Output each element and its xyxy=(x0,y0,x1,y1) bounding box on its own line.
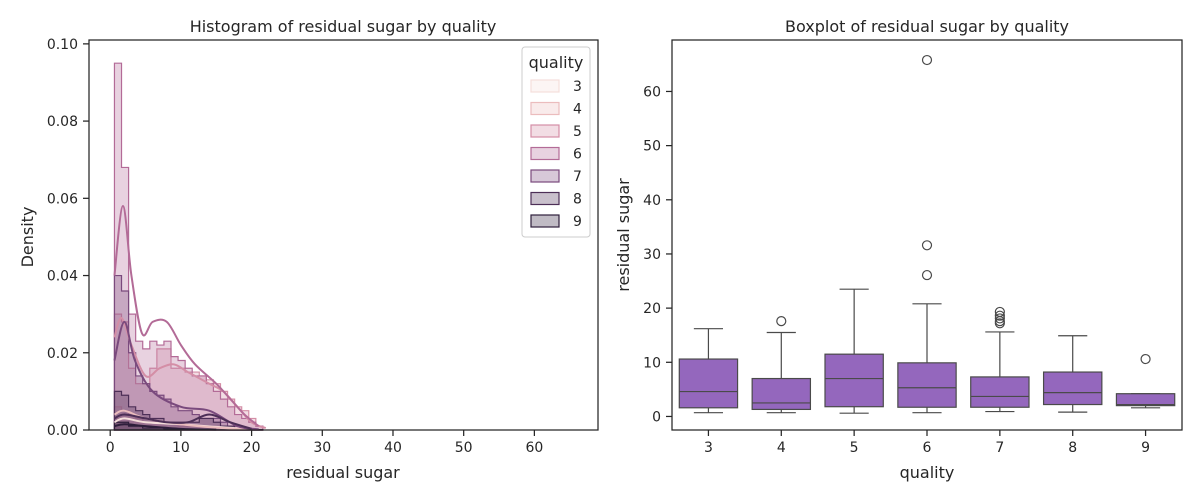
legend-label-7: 7 xyxy=(573,169,582,185)
x-tick-label: 4 xyxy=(777,440,786,456)
kde-curve-7 xyxy=(113,320,259,431)
outlier-point xyxy=(921,54,933,66)
histogram-title: Histogram of residual sugar by quality xyxy=(190,17,497,36)
histogram-series-5 xyxy=(113,313,264,431)
legend-label-8: 8 xyxy=(573,192,582,208)
y-tick-label: 0.08 xyxy=(47,114,78,130)
box-quality-4 xyxy=(751,316,812,414)
legend-swatch-8 xyxy=(530,191,560,206)
x-tick-label: 3 xyxy=(704,440,713,456)
boxplot-marks xyxy=(678,54,1176,414)
box-quality-7 xyxy=(970,306,1030,413)
x-tick-label: 5 xyxy=(850,440,859,456)
y-tick-label: 50 xyxy=(643,139,661,155)
x-tick-label: 6 xyxy=(923,440,932,456)
outlier-point xyxy=(994,313,1005,324)
legend-frame xyxy=(521,46,591,238)
box-quality-6 xyxy=(897,54,957,414)
histogram-panel: Histogram of residual sugar by quality 0… xyxy=(18,17,599,482)
x-tick-label: 40 xyxy=(384,440,402,456)
y-tick-label: 0.02 xyxy=(47,346,78,362)
y-tick-label: 0 xyxy=(652,409,661,425)
kde-curve-6 xyxy=(113,205,260,427)
kde-curve-8 xyxy=(113,413,252,430)
x-tick-label: 50 xyxy=(455,440,473,456)
x-tick-label: 20 xyxy=(243,440,261,456)
boxplot-panel: Boxplot of residual sugar by quality 3 4 5… xyxy=(614,17,1183,482)
y-tick-label: 0.04 xyxy=(47,269,78,285)
legend-swatch-6 xyxy=(530,146,560,161)
legend-label-3: 3 xyxy=(573,79,582,95)
legend-swatch-5 xyxy=(530,124,560,138)
outlier-point xyxy=(776,316,787,327)
legend-label-9: 9 xyxy=(573,214,582,230)
box-iqr xyxy=(897,362,957,408)
box-quality-8 xyxy=(1042,335,1103,413)
legend-title: quality xyxy=(529,53,584,72)
boxplot-x-axis-label: quality xyxy=(900,463,955,482)
y-tick-label: 0.06 xyxy=(47,191,78,207)
histogram-y-axis-label: Density xyxy=(18,207,37,268)
legend-swatch-4 xyxy=(530,101,560,116)
box-quality-5 xyxy=(824,288,884,414)
box-iqr xyxy=(824,353,884,408)
histogram-y-ticks: 0.00 0.02 0.04 0.06 0.08 0.10 xyxy=(47,37,89,439)
box-iqr xyxy=(1042,371,1103,406)
x-tick-label: 10 xyxy=(172,440,190,456)
y-tick-label: 60 xyxy=(643,84,661,100)
y-tick-label: 20 xyxy=(643,301,661,317)
x-tick-label: 8 xyxy=(1068,440,1077,456)
y-tick-label: 40 xyxy=(643,193,661,209)
boxplot-x-ticks: 3 4 5 6 7 8 9 xyxy=(704,430,1150,456)
boxplot-y-axis-label: residual sugar xyxy=(614,178,633,292)
x-tick-label: 7 xyxy=(995,440,1004,456)
histogram-series-6 xyxy=(113,62,264,431)
y-tick-label: 30 xyxy=(643,247,661,263)
box-iqr xyxy=(678,358,739,409)
legend-label-4: 4 xyxy=(573,102,582,118)
box-quality-9 xyxy=(1115,353,1176,409)
box-iqr xyxy=(751,377,812,411)
legend-swatch-7 xyxy=(530,169,560,183)
histogram-fills xyxy=(113,62,264,431)
box-iqr xyxy=(970,376,1030,408)
x-tick-label: 0 xyxy=(106,440,115,456)
legend-items: 3 4 5 6 7 8 9 xyxy=(530,79,582,230)
histogram-kde-curves xyxy=(113,205,267,431)
x-tick-label: 30 xyxy=(313,440,331,456)
x-tick-label: 60 xyxy=(525,440,543,456)
legend-label-6: 6 xyxy=(573,147,582,163)
histogram-x-axis-label: residual sugar xyxy=(286,463,400,482)
boxplot-title: Boxplot of residual sugar by quality xyxy=(785,17,1069,36)
outlier-point xyxy=(921,269,933,281)
outlier-point xyxy=(994,310,1005,321)
outlier-point xyxy=(921,240,933,251)
legend-label-5: 5 xyxy=(573,124,582,140)
legend-swatch-9 xyxy=(530,214,560,228)
histogram-plot-frame xyxy=(88,39,599,431)
y-tick-label: 0.00 xyxy=(47,423,78,439)
y-tick-label: 0.10 xyxy=(47,37,78,53)
boxplot-y-ticks: 0 10 20 30 40 50 60 xyxy=(643,84,672,425)
box-iqr xyxy=(1115,393,1176,407)
y-tick-label: 10 xyxy=(643,355,661,371)
box-quality-3 xyxy=(678,328,739,414)
kde-curve-9 xyxy=(114,423,217,431)
x-tick-label: 9 xyxy=(1141,440,1150,456)
histogram-legend: quality 3 4 5 6 7 8 9 xyxy=(521,46,591,238)
outlier-point xyxy=(1140,353,1151,365)
outlier-point xyxy=(994,306,1005,318)
histogram-x-ticks: 0 10 20 30 40 50 60 xyxy=(106,430,543,456)
legend-swatch-3 xyxy=(530,79,560,93)
